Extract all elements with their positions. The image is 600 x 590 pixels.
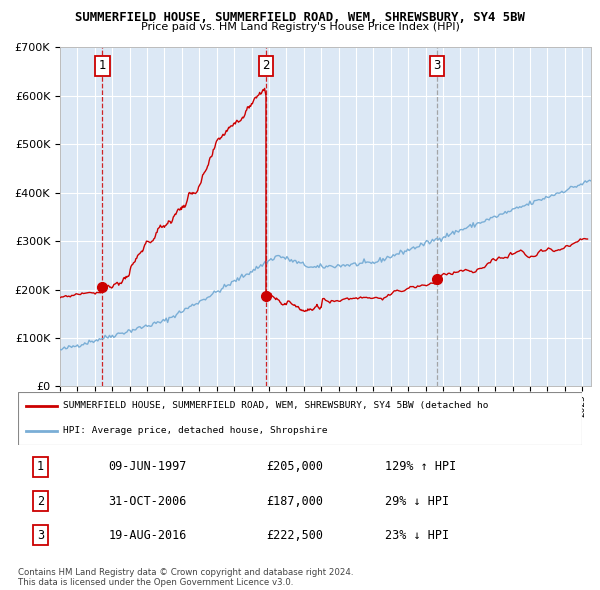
Text: HPI: Average price, detached house, Shropshire: HPI: Average price, detached house, Shro… bbox=[63, 426, 328, 435]
Text: £187,000: £187,000 bbox=[266, 494, 323, 507]
Text: 23% ↓ HPI: 23% ↓ HPI bbox=[385, 529, 449, 542]
Text: 2: 2 bbox=[262, 60, 270, 73]
Text: £205,000: £205,000 bbox=[266, 460, 323, 474]
Text: 3: 3 bbox=[37, 529, 44, 542]
Text: 31-OCT-2006: 31-OCT-2006 bbox=[108, 494, 187, 507]
Text: 29% ↓ HPI: 29% ↓ HPI bbox=[385, 494, 449, 507]
Text: £222,500: £222,500 bbox=[266, 529, 323, 542]
Text: Price paid vs. HM Land Registry's House Price Index (HPI): Price paid vs. HM Land Registry's House … bbox=[140, 22, 460, 32]
Text: 2: 2 bbox=[37, 494, 44, 507]
Text: 1: 1 bbox=[99, 60, 106, 73]
Text: 09-JUN-1997: 09-JUN-1997 bbox=[108, 460, 187, 474]
Text: SUMMERFIELD HOUSE, SUMMERFIELD ROAD, WEM, SHREWSBURY, SY4 5BW: SUMMERFIELD HOUSE, SUMMERFIELD ROAD, WEM… bbox=[75, 11, 525, 24]
Text: 3: 3 bbox=[433, 60, 440, 73]
Text: 1: 1 bbox=[37, 460, 44, 474]
Text: Contains HM Land Registry data © Crown copyright and database right 2024.
This d: Contains HM Land Registry data © Crown c… bbox=[18, 568, 353, 587]
Text: 129% ↑ HPI: 129% ↑ HPI bbox=[385, 460, 456, 474]
Text: 19-AUG-2016: 19-AUG-2016 bbox=[108, 529, 187, 542]
Text: SUMMERFIELD HOUSE, SUMMERFIELD ROAD, WEM, SHREWSBURY, SY4 5BW (detached ho: SUMMERFIELD HOUSE, SUMMERFIELD ROAD, WEM… bbox=[63, 401, 488, 410]
